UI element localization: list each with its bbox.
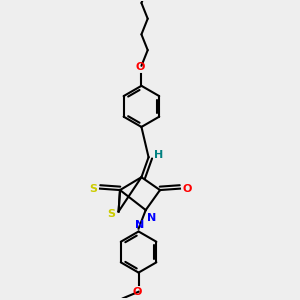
Text: O: O (136, 61, 145, 71)
Text: O: O (133, 287, 142, 297)
Text: H: H (154, 150, 163, 160)
Text: N: N (135, 220, 144, 230)
Text: S: S (90, 184, 98, 194)
Text: O: O (182, 184, 192, 194)
Text: S: S (107, 209, 115, 219)
Text: N: N (147, 213, 156, 223)
